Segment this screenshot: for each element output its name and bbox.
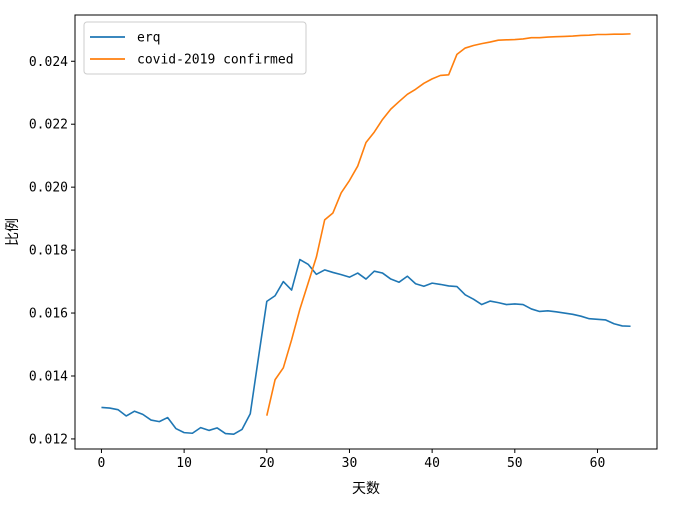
y-axis-label: 比例 — [5, 218, 21, 246]
y-axis: 0.012 0.014 0.016 0.018 0.020 0.022 0.024 — [29, 55, 75, 447]
x-axis-label: 天数 — [352, 481, 380, 497]
y-tick-label: 0.012 — [29, 432, 68, 447]
legend-box — [83, 21, 307, 75]
legend-label: erq — [137, 31, 160, 46]
legend: erq covid-2019 confirmed — [83, 21, 307, 75]
x-tick-label: 60 — [590, 456, 606, 471]
x-tick-label: 0 — [98, 456, 106, 471]
x-tick-label: 20 — [259, 456, 275, 471]
x-tick-label: 50 — [507, 456, 523, 471]
x-tick-label: 30 — [342, 456, 358, 471]
y-tick-label: 0.020 — [29, 181, 68, 196]
x-tick-label: 40 — [424, 456, 440, 471]
legend-label: covid-2019 confirmed — [137, 53, 294, 68]
y-tick-label: 0.022 — [29, 118, 68, 133]
x-axis: 0 10 20 30 40 50 60 — [98, 449, 606, 471]
plot-frame — [74, 14, 658, 450]
y-tick-label: 0.014 — [29, 369, 68, 384]
y-tick-label: 0.024 — [29, 55, 68, 70]
x-tick-label: 10 — [176, 456, 192, 471]
series-layer — [101, 33, 631, 436]
series-line-2 — [266, 33, 631, 416]
y-tick-label: 0.016 — [29, 307, 68, 322]
y-tick-label: 0.018 — [29, 244, 68, 259]
series-line-1 — [101, 258, 631, 436]
